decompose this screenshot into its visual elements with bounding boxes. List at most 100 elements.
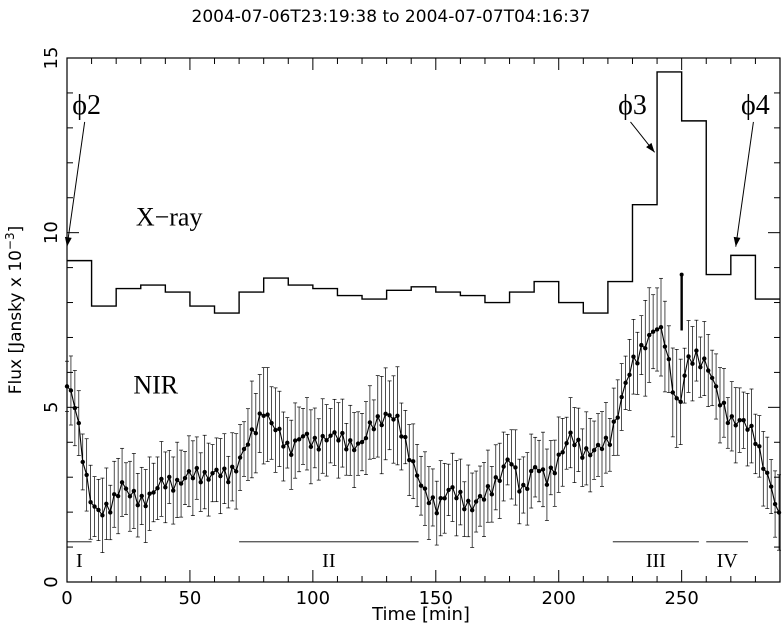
nir-point <box>410 459 416 464</box>
nir-point <box>576 437 581 443</box>
nir-point <box>336 438 341 443</box>
nir-point <box>84 472 89 478</box>
nir-point <box>245 442 251 447</box>
nir-point <box>328 433 333 438</box>
nir-point <box>233 469 239 474</box>
nir-point <box>619 394 624 400</box>
nir-point <box>194 465 200 471</box>
nir-point <box>348 438 353 443</box>
nir-point <box>340 430 345 436</box>
nir-point <box>536 468 542 474</box>
nir-point <box>430 495 436 500</box>
x-tick-label: 250 <box>664 588 698 609</box>
nir-point <box>458 489 463 495</box>
nir-point <box>265 412 270 417</box>
marker-cap <box>679 272 684 277</box>
nir-point <box>324 438 329 443</box>
nir-point <box>379 422 384 428</box>
nir-point <box>552 471 557 476</box>
nir-point <box>469 508 475 513</box>
nir-point <box>261 413 266 418</box>
nir-point <box>678 399 683 405</box>
nir-point <box>72 405 78 411</box>
nir-point <box>383 411 388 417</box>
nir-point <box>174 477 180 483</box>
nir-point <box>80 459 85 465</box>
nir-point <box>631 354 636 359</box>
y-axis-label-main: Flux [Jansky x 10 <box>6 250 26 394</box>
y-tick-label: 10 <box>41 221 62 244</box>
phase-arrow-head <box>64 236 72 247</box>
phase-label: ϕ4 <box>741 90 770 121</box>
nir-point <box>281 444 286 449</box>
nir-point <box>241 446 247 452</box>
phase-arrow-head <box>733 236 741 247</box>
nir-point <box>88 500 93 505</box>
x-tick-label: 100 <box>296 588 330 609</box>
nir-point <box>186 469 192 474</box>
nir-point <box>367 420 373 425</box>
nir-point <box>702 356 707 361</box>
nir-point <box>446 487 451 493</box>
nir-point <box>717 403 723 408</box>
nir-point <box>289 452 294 457</box>
xray-step-line <box>67 71 780 314</box>
nir-point <box>214 467 219 473</box>
phase-arrow-shaft <box>66 121 86 247</box>
nir-point <box>595 442 601 448</box>
nir-point <box>454 495 459 501</box>
phase-label: ϕ3 <box>618 90 647 121</box>
nir-point <box>96 507 101 513</box>
interval-label: I <box>76 550 83 572</box>
nir-point <box>143 503 148 509</box>
nir-point <box>76 420 82 426</box>
nir-point <box>466 498 471 504</box>
nir-point <box>115 493 121 499</box>
nir-point <box>706 368 711 373</box>
nir-point <box>108 510 113 515</box>
nir-point <box>418 483 424 488</box>
nir-point <box>285 440 290 446</box>
nir-point <box>721 400 727 406</box>
nir-point <box>218 473 223 479</box>
nir-point <box>580 455 585 460</box>
nir-point <box>119 480 125 485</box>
nir-point <box>332 430 337 435</box>
nir-point <box>182 475 188 481</box>
nir-point <box>135 502 141 508</box>
nir-point <box>713 384 719 389</box>
nir-point <box>273 427 278 433</box>
nir-point <box>355 441 361 446</box>
nir-point <box>485 483 491 489</box>
nir-point <box>407 457 412 463</box>
nir-point <box>292 438 298 443</box>
nir-point <box>513 465 518 470</box>
nir-point <box>351 447 357 453</box>
nir-point <box>344 447 349 452</box>
nir-point <box>198 479 203 485</box>
nir-point <box>765 470 770 476</box>
nir-point <box>654 327 660 332</box>
nir-point <box>477 493 483 499</box>
y-tick-label: 15 <box>41 47 62 70</box>
y-tick-label: 5 <box>41 402 62 413</box>
nir-point <box>611 419 616 424</box>
nir-point <box>253 430 259 436</box>
nir-point <box>68 388 74 393</box>
nir-point <box>171 488 176 493</box>
nir-point <box>658 324 664 330</box>
nir-point <box>599 446 605 452</box>
nir-point <box>399 434 404 439</box>
nir-point <box>772 501 778 507</box>
nir-point <box>509 462 514 467</box>
nir-point <box>359 439 365 445</box>
nir-point <box>666 356 672 362</box>
nir-point <box>698 364 703 370</box>
nir-point <box>556 452 561 457</box>
nir-point <box>422 486 428 491</box>
nir-point <box>375 414 380 419</box>
nir-point <box>257 411 262 416</box>
interval-label: II <box>322 550 335 572</box>
